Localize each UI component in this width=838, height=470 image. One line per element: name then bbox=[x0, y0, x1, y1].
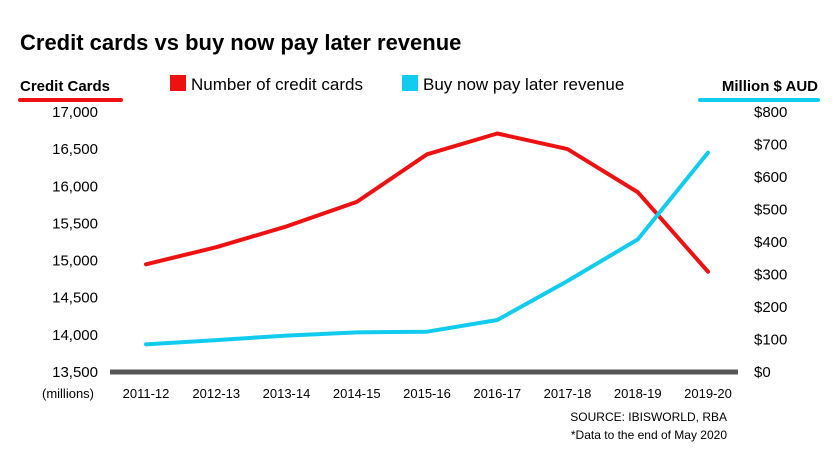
left-axis-unit: (millions) bbox=[42, 386, 94, 401]
source-note: SOURCE: IBISWORLD, RBA bbox=[570, 410, 727, 424]
right-axis-tick-label: $700 bbox=[754, 137, 787, 154]
x-axis-tick-label: 2015-16 bbox=[403, 386, 451, 401]
legend-label-bnpl: Buy now pay later revenue bbox=[423, 75, 624, 94]
series-group bbox=[144, 131, 710, 347]
legend-swatch-credit-cards bbox=[170, 75, 186, 91]
x-axis-tick-label: 2014-15 bbox=[333, 386, 381, 401]
left-axis-tick-label: 14,000 bbox=[52, 327, 98, 344]
left-axis-ticks: 13,500 14,000 14,500 15,000 15,500 16,000 16,5… bbox=[52, 104, 98, 381]
left-axis-tick-label: 14,500 bbox=[52, 290, 98, 307]
legend-label-credit-cards: Number of credit cards bbox=[191, 75, 363, 94]
series-line-credit-cards bbox=[144, 131, 710, 274]
x-axis-tick-label: 2017-18 bbox=[544, 386, 592, 401]
right-axis-tick-label: $500 bbox=[754, 202, 787, 219]
right-axis-ticks: $0 $100 $200 $300 $400 $500 $600 $700 $800 bbox=[754, 104, 787, 381]
right-axis-tick-label: $0 bbox=[754, 364, 771, 381]
right-axis-tick-label: $200 bbox=[754, 299, 787, 316]
left-axis-tick-label: 16,500 bbox=[52, 141, 98, 158]
x-axis-tick-label: 2013-14 bbox=[263, 386, 311, 401]
right-axis-tick-label: $300 bbox=[754, 267, 787, 284]
right-axis-title: Million $ AUD bbox=[722, 78, 818, 95]
x-axis-tick-label: 2019-20 bbox=[684, 386, 732, 401]
right-axis-tick-label: $800 bbox=[754, 104, 787, 121]
left-axis-tick-label: 13,500 bbox=[52, 364, 98, 381]
right-axis-tick-label: $400 bbox=[754, 234, 787, 251]
legend-swatch-bnpl bbox=[402, 75, 418, 91]
left-axis-title: Credit Cards bbox=[20, 78, 110, 95]
x-axis-tick-label: 2018-19 bbox=[614, 386, 662, 401]
left-axis-tick-label: 17,000 bbox=[52, 104, 98, 121]
x-axis-tick-label: 2012-13 bbox=[192, 386, 240, 401]
chart-title: Credit cards vs buy now pay later revenu… bbox=[20, 30, 461, 55]
left-axis-tick-label: 15,500 bbox=[52, 215, 98, 232]
right-axis-tick-label: $100 bbox=[754, 332, 787, 349]
series-line-bnpl-revenue bbox=[144, 150, 710, 347]
left-axis-tick-label: 15,000 bbox=[52, 253, 98, 270]
right-axis-tick-label: $600 bbox=[754, 169, 787, 186]
x-axis-ticks: 2011-12 2012-13 2013-14 2014-15 2015-16 2016-… bbox=[123, 386, 732, 401]
x-axis-tick-label: 2016-17 bbox=[473, 386, 521, 401]
x-axis-tick-label: 2011-12 bbox=[123, 386, 170, 401]
footnote: *Data to the end of May 2020 bbox=[571, 428, 727, 442]
left-axis-tick-label: 16,000 bbox=[52, 178, 98, 195]
